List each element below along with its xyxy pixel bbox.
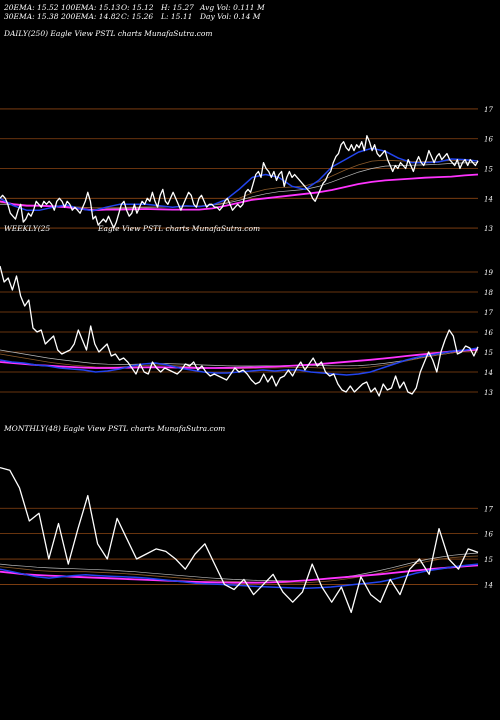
weekly-y-tick-label: 13 <box>484 389 493 397</box>
weekly-y-tick-label: 14 <box>484 369 493 377</box>
daily-y-tick-label: 16 <box>484 136 493 144</box>
weekly-chart-subtitle: Eagle View PSTL charts MunafaSutra.com <box>97 224 260 233</box>
monthly-y-tick-label: 15 <box>484 556 493 564</box>
daily-price-line <box>0 135 479 229</box>
ema200-readout: 200EMA: 14.82 <box>61 12 121 21</box>
open-readout: O: 15.12 <box>121 3 154 12</box>
ema20-readout: 20EMA: 15.52 <box>4 3 59 12</box>
daily-y-tick-label: 13 <box>484 225 493 233</box>
monthly-y-tick-label: 14 <box>484 581 493 589</box>
ema100-readout: 100EMA: 15.13 <box>61 3 121 12</box>
daily-ema-fast-line <box>0 147 479 212</box>
monthly-ema-light-line <box>0 552 479 582</box>
avg-volume-readout: Avg Vol: 0.111 M <box>200 3 265 12</box>
daily-y-tick-label: 15 <box>484 166 493 174</box>
weekly-price-line <box>0 265 479 397</box>
monthly-y-tick-label: 16 <box>484 531 493 539</box>
monthly-chart-panel: 14 15 16 17 MONTHLY(48) Eagle View PSTL char… <box>0 424 493 614</box>
indicator-header: 20EMA: 15.52 100EMA: 15.13 O: 15.12 H: 1… <box>0 0 500 40</box>
day-volume-readout: Day Vol: 0.14 M <box>200 12 261 21</box>
monthly-ema-mid-line <box>0 555 479 584</box>
weekly-ema-light-line <box>0 349 479 367</box>
daily-ema-mid-line <box>0 159 479 209</box>
low-readout: L: 15.11 <box>161 12 193 21</box>
monthly-price-line <box>0 466 479 614</box>
weekly-y-tick-label: 17 <box>484 309 493 317</box>
weekly-y-tick-label: 19 <box>484 269 493 277</box>
daily-y-tick-label: 14 <box>484 195 493 203</box>
weekly-y-tick-label: 18 <box>484 289 493 297</box>
ema30-readout: 30EMA: 15.38 <box>4 12 59 21</box>
weekly-chart-panel: 13 14 15 16 17 18 19 WEEKLY(25 Eagle View PSTL c… <box>0 224 493 397</box>
daily-chart-title: DAILY(250) Eagle View PSTL charts Munafa… <box>4 29 213 38</box>
high-readout: H: 15.27 <box>161 3 194 12</box>
weekly-chart-title: WEEKLY(25 <box>4 224 50 233</box>
weekly-y-tick-label: 15 <box>484 349 493 357</box>
daily-y-tick-label: 17 <box>484 106 493 114</box>
daily-ema-light-line <box>0 162 479 209</box>
monthly-ema-slow-line <box>0 564 479 584</box>
close-readout: C: 15.26 <box>121 12 154 21</box>
monthly-y-tick-label: 17 <box>484 505 493 513</box>
monthly-chart-title: MONTHLY(48) Eagle View PSTL charts Munaf… <box>3 424 225 433</box>
daily-chart-panel: 13 14 15 16 17 <box>0 106 493 233</box>
weekly-ema-slow-line <box>0 348 479 369</box>
weekly-y-tick-label: 16 <box>484 329 493 337</box>
